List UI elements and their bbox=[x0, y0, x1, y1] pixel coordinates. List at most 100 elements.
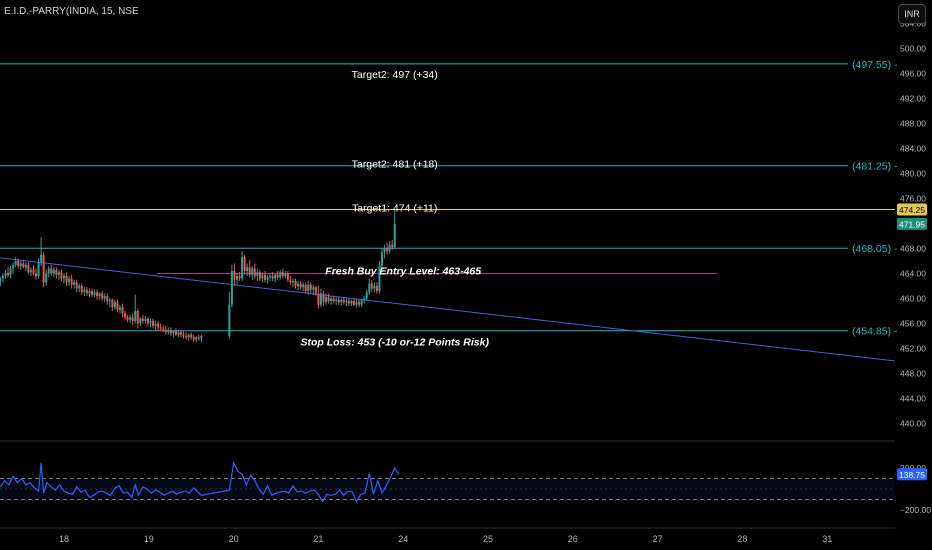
candle-body bbox=[146, 318, 149, 324]
candle-body bbox=[134, 311, 137, 321]
candle-body bbox=[9, 268, 12, 275]
currency-button[interactable]: INR bbox=[898, 4, 926, 24]
price-badge-label: 471.95 bbox=[899, 219, 925, 229]
candle-body bbox=[388, 244, 391, 251]
candle-body bbox=[319, 293, 322, 305]
candle-body bbox=[88, 291, 91, 294]
level-label: (454.85) - bbox=[852, 326, 898, 338]
candle-body bbox=[297, 283, 300, 286]
candle-body bbox=[269, 276, 272, 278]
price-tick-label: 468.00 bbox=[900, 244, 926, 254]
time-tick-label: 25 bbox=[483, 534, 493, 544]
candle-body bbox=[233, 271, 236, 280]
candle-body bbox=[22, 263, 25, 268]
level-lines: (497.55) - (481.25) - (468.05) - (454.85) - bbox=[0, 59, 898, 338]
trend-line-group bbox=[0, 257, 896, 362]
candle-body bbox=[98, 293, 101, 296]
price-tick-label: 452.00 bbox=[900, 344, 926, 354]
candle-body bbox=[322, 293, 325, 303]
time-tick-label: 28 bbox=[737, 534, 747, 544]
candle-body bbox=[365, 292, 368, 299]
price-axis[interactable]: 504.00500.00496.00492.00488.00484.00480.… bbox=[897, 19, 931, 516]
oscillator-line bbox=[0, 460, 400, 503]
candle-body bbox=[281, 272, 284, 276]
price-tick-label: 488.00 bbox=[900, 119, 926, 129]
candle-body bbox=[345, 301, 348, 303]
time-axis[interactable]: 18 19 20 21 24 25 26 27 28 31 bbox=[59, 534, 832, 544]
candle-body bbox=[263, 274, 266, 280]
time-tick-label: 20 bbox=[229, 534, 239, 544]
candle-body bbox=[118, 307, 121, 310]
candle-body bbox=[375, 286, 378, 291]
candle-body bbox=[286, 273, 289, 280]
candles bbox=[0, 209, 396, 343]
candle-body bbox=[360, 299, 363, 305]
price-tick-label: 460.00 bbox=[900, 294, 926, 304]
candle-body bbox=[294, 281, 297, 286]
price-tick-label: 500.00 bbox=[900, 44, 926, 54]
candle-body bbox=[129, 317, 132, 320]
candle-body bbox=[121, 307, 124, 314]
candle-body bbox=[302, 284, 305, 288]
candle-body bbox=[187, 334, 190, 338]
candle-body bbox=[93, 292, 96, 295]
candle-body bbox=[276, 274, 279, 278]
candle-body bbox=[85, 289, 88, 294]
candle-body bbox=[14, 261, 17, 265]
candle-body bbox=[363, 298, 366, 300]
annotation-text: Fresh Buy Entry Level: 463-465 bbox=[325, 265, 481, 277]
annotation-text: Target2: 481 (+18) bbox=[352, 159, 438, 171]
candle-body bbox=[174, 331, 177, 335]
candle-body bbox=[289, 279, 292, 283]
price-tick-label: 448.00 bbox=[900, 369, 926, 379]
candle-body bbox=[177, 332, 180, 335]
grid bbox=[0, 440, 895, 529]
time-tick-label: 18 bbox=[59, 534, 69, 544]
candle-body bbox=[238, 276, 241, 279]
candle-body bbox=[169, 329, 172, 334]
candle-body bbox=[167, 329, 170, 333]
candle-body bbox=[24, 264, 27, 268]
candle-body bbox=[279, 272, 282, 278]
time-tick-label: 27 bbox=[653, 534, 663, 544]
level-label: (481.25) - bbox=[852, 161, 898, 173]
candle-body bbox=[12, 264, 15, 269]
candle-body bbox=[63, 276, 65, 279]
oscillator-pane bbox=[0, 460, 895, 503]
candle-body bbox=[200, 336, 203, 339]
candle-body bbox=[299, 283, 302, 288]
candle-body bbox=[50, 268, 53, 274]
candle-body bbox=[195, 337, 198, 340]
candle-body bbox=[317, 293, 320, 305]
candle-body bbox=[378, 266, 381, 291]
candle-body bbox=[350, 301, 353, 304]
candle-body bbox=[78, 286, 81, 289]
candle-body bbox=[108, 299, 111, 301]
candle-body bbox=[19, 263, 22, 266]
candle-body bbox=[192, 337, 195, 340]
candle-body bbox=[172, 331, 175, 334]
price-tick-label: 476.00 bbox=[900, 194, 926, 204]
candle-body bbox=[149, 321, 152, 324]
candle-body bbox=[337, 299, 340, 303]
candle-body bbox=[65, 276, 68, 283]
candle-body bbox=[358, 302, 361, 305]
candle-body bbox=[373, 286, 376, 289]
candle-body bbox=[243, 257, 246, 271]
oscillator-value-label: 138.75 bbox=[899, 470, 925, 480]
candle-body bbox=[96, 292, 99, 296]
candle-body bbox=[131, 317, 134, 321]
candle-body bbox=[116, 302, 119, 310]
candle-body bbox=[144, 318, 147, 321]
candle-body bbox=[342, 299, 345, 303]
level-label: (468.05) - bbox=[852, 243, 898, 255]
candle-body bbox=[391, 244, 394, 248]
time-tick-label: 31 bbox=[822, 534, 832, 544]
price-tick-label: 444.00 bbox=[900, 394, 926, 404]
candle-body bbox=[235, 276, 238, 280]
candle-body bbox=[393, 223, 396, 248]
candle-body bbox=[159, 327, 162, 329]
level-label: (497.55) - bbox=[852, 59, 898, 71]
candle-body bbox=[291, 281, 294, 283]
candle-body bbox=[340, 299, 343, 303]
